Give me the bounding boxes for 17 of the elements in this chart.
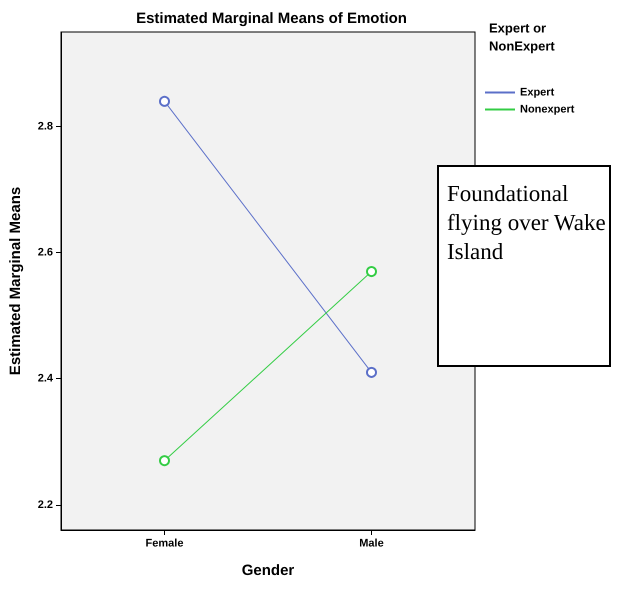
y-tick-label: 2.8 — [38, 120, 53, 133]
point — [366, 366, 377, 378]
x-tick-label: Female — [146, 538, 184, 550]
point — [159, 455, 170, 466]
legend-label: Nonexpert — [520, 104, 575, 116]
legend-label: Expert — [520, 86, 555, 98]
chart-title: Estimated Marginal Means of Emotion — [136, 10, 407, 27]
point — [159, 96, 170, 107]
text-box: Foundational flying over Wake Island — [437, 165, 611, 367]
y-tick-label: 2.6 — [38, 246, 53, 259]
x-axis-title: Gender — [242, 562, 294, 579]
legend-title: Expert or NonExpert — [489, 20, 556, 54]
x-tick-label: Male — [359, 538, 384, 550]
y-tick-label: 2.2 — [38, 498, 53, 511]
point — [366, 266, 377, 278]
y-tick-label: 2.4 — [38, 372, 54, 385]
y-axis-title: Estimated Marginal Means — [7, 186, 24, 376]
